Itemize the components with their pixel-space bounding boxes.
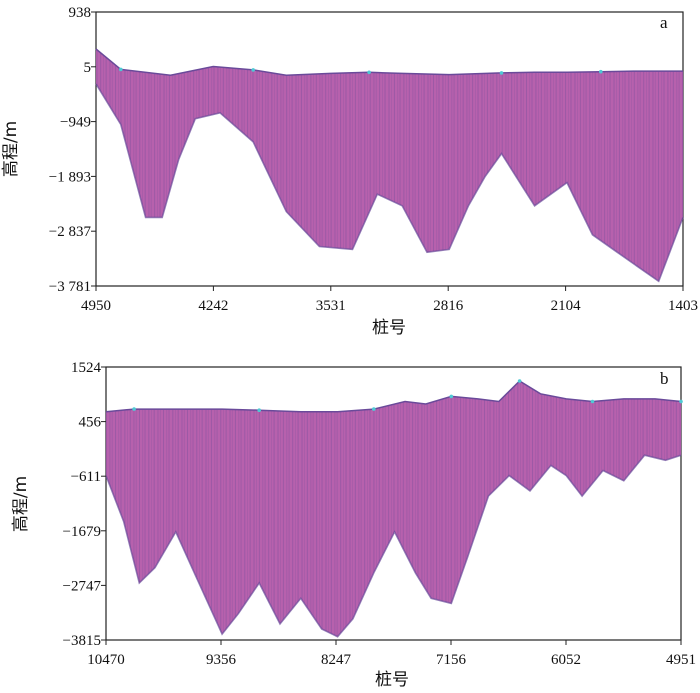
x-tick-label: 6052: [551, 652, 581, 668]
x-tick-label: 7156: [436, 652, 467, 668]
bottom-envelope: [95, 83, 684, 283]
y-tick-label: −611: [71, 469, 101, 485]
surface-point: [372, 407, 376, 411]
surface-point: [367, 70, 371, 75]
surface-line-b: [105, 379, 683, 413]
y-tick-label: −1 893: [49, 169, 91, 185]
bathymetry-strands-a: [95, 49, 684, 283]
x-tick-label: 4242: [198, 298, 228, 314]
x-tick-label: 1403: [668, 298, 698, 314]
y-tick-label: −1679: [63, 524, 101, 540]
surface-line: [95, 48, 683, 76]
surface-point: [517, 379, 522, 383]
x-tick-label: 2816: [433, 298, 464, 314]
surface-point: [590, 399, 595, 404]
profile-fill-b: [106, 381, 681, 637]
x-tick-label: 10470: [87, 652, 125, 668]
surface-point: [679, 399, 683, 404]
y-tick-label: 938: [69, 5, 92, 21]
surface-line: [105, 380, 682, 413]
profile-area: [106, 381, 681, 637]
surface-point: [132, 407, 136, 411]
surface-line-a: [95, 48, 683, 76]
y-tick-label: 5: [84, 60, 92, 76]
y-axis-title-b: 高程/m: [11, 476, 31, 532]
y-tick-label: −949: [60, 115, 91, 131]
surface-point: [119, 67, 123, 72]
bathymetry-strands-b: [105, 382, 682, 638]
profile-fill-a: [96, 49, 683, 282]
surface-point: [257, 408, 262, 413]
panel-b: 10470 9356 8247 7156 6052 4951 1524 456 −611 −16…: [11, 360, 696, 690]
panel-label-b: b: [660, 369, 669, 388]
surface-point: [499, 71, 504, 75]
x-tick-label: 4951: [666, 652, 696, 668]
x-axis-title-a: 桩号: [372, 318, 406, 338]
surface-point: [449, 394, 454, 399]
y-tick-label: 1524: [71, 360, 102, 376]
y-ticks-b: 1524 456 −611 −1679 −2747 −3815: [63, 360, 106, 649]
surface-point: [599, 69, 603, 74]
x-tick-label: 9356: [206, 652, 237, 668]
bottom-envelope: [105, 454, 682, 638]
x-tick-label: 4950: [81, 298, 111, 314]
panel-a: 4950 4242 3531 2816 2104 1403 938 5 −949 −1 893 −…: [1, 5, 698, 338]
y-tick-label: 456: [79, 415, 102, 431]
x-tick-label: 2104: [551, 298, 582, 314]
y-tick-label: −2 837: [49, 224, 92, 240]
surface-point: [251, 68, 255, 72]
x-axis-title-b: 桩号: [375, 670, 409, 690]
y-axis-title-a: 高程/m: [1, 121, 21, 177]
y-tick-label: −3 781: [49, 279, 91, 295]
y-tick-label: −3815: [63, 633, 101, 649]
x-ticks-a: 4950 4242 3531 2816 2104 1403: [81, 286, 698, 314]
x-ticks-b: 10470 9356 8247 7156 6052 4951: [87, 640, 696, 668]
y-tick-label: −2747: [63, 578, 102, 594]
x-tick-label: 8247: [321, 652, 352, 668]
profile-area: [96, 49, 683, 282]
y-ticks-a: 938 5 −949 −1 893 −2 837 −3 781: [49, 5, 96, 295]
panel-label-a: a: [660, 13, 668, 32]
x-tick-label: 3531: [316, 298, 346, 314]
